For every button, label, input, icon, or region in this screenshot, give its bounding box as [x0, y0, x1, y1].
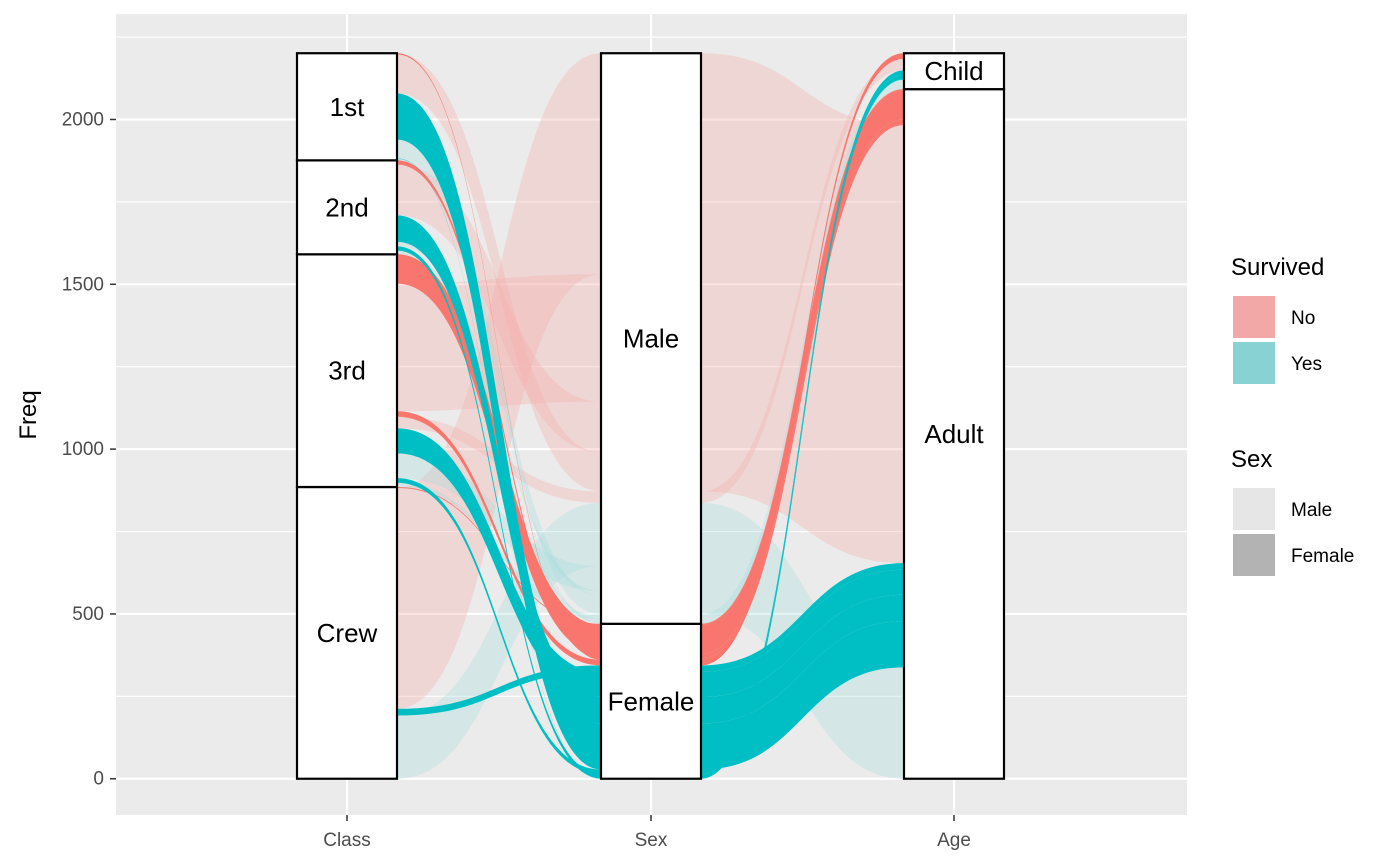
legend: Survived No Yes Sex Male Female	[1231, 254, 1354, 576]
legend-label-female: Female	[1291, 546, 1354, 567]
context-flow-1st-male-child-yes	[701, 87, 904, 624]
flow-2nd-female-child-yes	[701, 74, 904, 779]
legend-group-sex: Sex Male Female	[1231, 446, 1354, 576]
y-axis-title: Freq	[15, 390, 42, 439]
y-tick-label: 500	[72, 604, 104, 625]
flow-3rd-female-child-yes	[701, 70, 904, 775]
legend-title-survived: Survived	[1231, 254, 1324, 281]
context-flow-crew-male-adult-no	[701, 53, 904, 346]
stratum-label-child: Child	[924, 56, 983, 86]
flow-2nd-female-adult-yes	[397, 215, 601, 724]
stratum-box-2nd	[295, 159, 399, 256]
flow-2nd-female-adult-no	[701, 119, 904, 659]
flow-crew-female-adult-yes	[701, 563, 904, 672]
stratum-box-male	[599, 52, 703, 625]
stratum-box-female	[599, 622, 703, 780]
legend-key-no	[1233, 296, 1275, 338]
stratum-crew: Crew	[295, 485, 399, 780]
y-tick-label: 2000	[62, 109, 104, 130]
flow-1st-female-child-yes	[701, 79, 904, 779]
legend-key-male	[1233, 488, 1275, 530]
stratum-label-female: Female	[608, 686, 695, 716]
context-flow-3rd-male-child-yes	[701, 79, 904, 619]
flow-1st-female-adult-no	[397, 53, 601, 660]
stratum-box-3rd	[295, 253, 399, 489]
flow-3rd-female-adult-yes	[397, 428, 601, 697]
flow-3rd-female-child-yes	[397, 478, 601, 775]
context-flow-2nd-male-child-yes	[701, 83, 904, 623]
stratum-2nd: 2nd	[295, 159, 399, 256]
strata: Crew 3rd 2nd 1st Female Male Adult Child	[295, 52, 1006, 780]
context-flow-3rd-male-child-no	[701, 58, 904, 503]
stratum-label-1st: 1st	[330, 92, 365, 122]
stratum-3rd: 3rd	[295, 253, 399, 489]
stratum-box-crew	[295, 485, 399, 780]
x-tick-label-sex: Sex	[635, 830, 668, 851]
legend-label-no: No	[1291, 308, 1315, 329]
context-flow-1st-male-child-yes	[397, 158, 601, 624]
x-tick-label-age: Age	[937, 830, 971, 851]
flow-2nd-female-child-yes	[397, 246, 601, 779]
context-flow-1st-male-adult-no	[397, 54, 601, 492]
legend-label-yes: Yes	[1291, 354, 1322, 375]
stratum-1st: 1st	[295, 52, 399, 162]
y-tick-label: 1500	[62, 274, 104, 295]
legend-label-male: Male	[1291, 500, 1332, 521]
stratum-male: Male	[599, 52, 703, 625]
stratum-female: Female	[599, 622, 703, 780]
flow-3rd-female-adult-no	[701, 90, 904, 655]
highlighted-flows	[397, 53, 904, 779]
axes: 0 500 1000 1500 2000 Class Sex Age	[62, 109, 971, 851]
stratum-box-adult	[902, 88, 1006, 780]
context-flow-1st-male-adult-no	[701, 452, 904, 564]
context-flow-2nd-male-adult-no	[397, 164, 601, 453]
flow-3rd-female-adult-yes	[701, 569, 904, 697]
y-tick-label: 1000	[62, 439, 104, 460]
flow-crew-female-adult-no	[701, 89, 904, 625]
y-tick-label: 0	[93, 769, 104, 790]
legend-title-sex: Sex	[1231, 446, 1272, 473]
stratum-label-male: Male	[623, 324, 679, 354]
context-flow-crew-male-adult-no	[397, 53, 601, 709]
flow-1st-female-adult-no	[701, 123, 904, 660]
flow-1st-female-adult-yes	[701, 621, 904, 770]
stratum-box-child	[902, 52, 1006, 91]
stratum-label-crew: Crew	[317, 618, 378, 648]
flow-crew-female-adult-yes	[397, 665, 601, 716]
stratum-child: Child	[902, 52, 1006, 91]
flow-2nd-female-adult-yes	[701, 594, 904, 724]
flow-1st-female-adult-yes	[397, 93, 601, 770]
legend-key-female	[1233, 534, 1275, 576]
context-flow-3rd-male-adult-yes	[397, 453, 601, 591]
stratum-adult: Adult	[902, 88, 1006, 780]
stratum-label-adult: Adult	[924, 419, 984, 449]
x-tick-label-class: Class	[323, 830, 371, 851]
legend-key-yes	[1233, 342, 1275, 384]
flow-3rd-female-child-no	[397, 411, 601, 666]
context-flow-2nd-male-adult-no	[701, 401, 904, 525]
stratum-label-2nd: 2nd	[325, 192, 368, 222]
stratum-box-1st	[295, 52, 399, 162]
context-flow-1st-male-adult-yes	[397, 139, 601, 615]
legend-group-survived: Survived No Yes	[1231, 254, 1324, 384]
stratum-label-3rd: 3rd	[328, 356, 366, 386]
